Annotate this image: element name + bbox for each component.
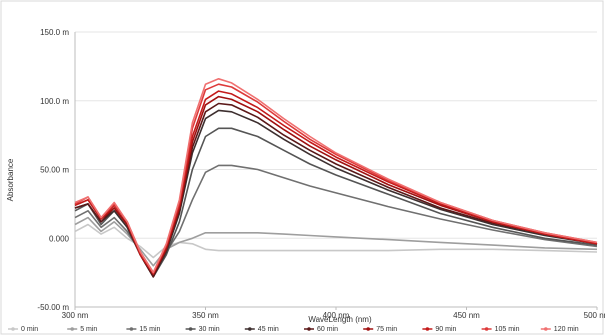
legend-entry: 0 min xyxy=(21,326,38,333)
legend-marker xyxy=(129,327,134,331)
legend-entry: 60 min xyxy=(317,326,338,333)
y-axis-label: Absorbance xyxy=(6,158,15,201)
legend-entry: 45 min xyxy=(258,326,279,333)
legend-marker xyxy=(11,327,15,331)
series-line xyxy=(74,164,598,274)
legend-entry: 105 min xyxy=(495,326,520,333)
series-line xyxy=(74,95,598,275)
legend-marker xyxy=(248,327,252,331)
legend-marker xyxy=(544,327,548,331)
legend-entry: 15 min xyxy=(139,326,160,333)
axes xyxy=(74,32,598,310)
y-tick-label: 0.000 xyxy=(49,234,70,243)
legend-marker xyxy=(70,327,74,331)
legend-entry: 90 min xyxy=(435,326,456,333)
legend-marker xyxy=(188,327,193,331)
x-axis-label: WaveLength (nm) xyxy=(308,315,372,324)
y-tick-label: 100.0 m xyxy=(40,97,69,106)
y-tick-label: -50.00 m xyxy=(37,303,69,312)
series-line xyxy=(74,109,598,278)
series-line xyxy=(74,223,598,259)
legend: 0 min 5 min 15 min 30 min 45 min 60 min 75 min… xyxy=(8,326,579,333)
y-tick-label: 150.0 m xyxy=(40,28,69,37)
legend-marker xyxy=(366,327,371,331)
legend-marker xyxy=(307,327,311,331)
series-lines xyxy=(74,78,598,278)
tick-labels: -50.00 m 0.000 50.00 m 100.0 m 150.0 m 300 nm… xyxy=(37,28,605,320)
legend-entry: 120 min xyxy=(554,326,579,333)
legend-entry: 5 min xyxy=(80,326,97,333)
series-line xyxy=(74,216,598,267)
legend-marker xyxy=(484,327,489,331)
legend-marker xyxy=(425,327,430,331)
x-tick-label: 450 nm xyxy=(453,311,480,320)
series-line xyxy=(74,78,598,274)
legend-entry: 75 min xyxy=(376,326,397,333)
x-tick-label: 350 nm xyxy=(192,311,219,320)
x-tick-label: 300 nm xyxy=(62,311,89,320)
x-tick-label: 500 nm xyxy=(584,311,605,320)
x-tick-label: 400 nm xyxy=(323,311,350,320)
legend-entry: 30 min xyxy=(199,326,220,333)
y-tick-label: 50.00 m xyxy=(40,166,69,175)
